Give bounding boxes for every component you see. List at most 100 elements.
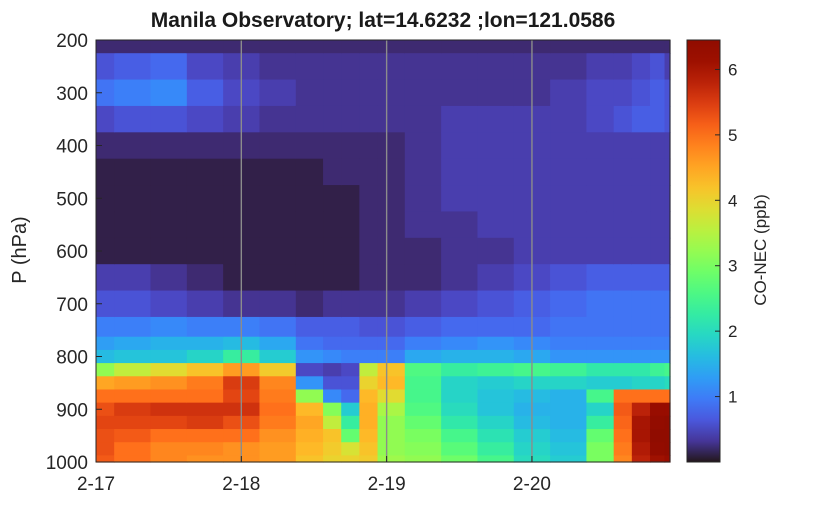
heatmap-cell bbox=[613, 415, 633, 430]
heatmap-cell bbox=[477, 290, 515, 318]
heatmap-cell bbox=[377, 389, 406, 404]
heatmap-cell bbox=[295, 455, 324, 463]
heatmap-cell bbox=[377, 211, 406, 239]
heatmap-cell bbox=[613, 349, 633, 364]
heatmap-cell bbox=[404, 442, 442, 457]
heatmap-cell bbox=[441, 53, 479, 81]
heatmap-cell bbox=[323, 376, 342, 391]
heatmap-cell bbox=[650, 376, 666, 391]
heatmap-cell bbox=[114, 53, 152, 81]
heatmap-cell bbox=[341, 40, 360, 54]
heatmap-cell bbox=[441, 290, 479, 318]
heatmap-cell bbox=[586, 455, 615, 463]
heatmap-cell bbox=[114, 376, 152, 391]
heatmap-cell bbox=[341, 316, 360, 338]
heatmap-cell bbox=[631, 415, 651, 430]
colorbar-tick-label: 2 bbox=[728, 322, 737, 341]
heatmap-cell bbox=[613, 264, 633, 292]
heatmap-cell bbox=[613, 389, 633, 404]
heatmap-cell bbox=[150, 389, 188, 404]
heatmap-cell bbox=[631, 290, 651, 318]
heatmap-cell bbox=[359, 132, 379, 160]
heatmap-cell bbox=[550, 290, 588, 318]
heatmap-cell bbox=[664, 376, 671, 391]
heatmap-cell bbox=[341, 185, 360, 213]
heatmap-cell bbox=[295, 264, 324, 292]
heatmap-cell bbox=[664, 349, 671, 364]
heatmap-cell bbox=[114, 455, 152, 463]
heatmap-cell bbox=[441, 158, 479, 186]
heatmap-cell bbox=[377, 316, 406, 338]
heatmap-cell bbox=[631, 316, 651, 338]
heatmap-cell bbox=[323, 264, 342, 292]
heatmap-cell bbox=[550, 455, 588, 463]
heatmap-cell bbox=[259, 442, 297, 457]
heatmap-cell bbox=[441, 402, 479, 417]
heatmap-cell bbox=[550, 264, 588, 292]
heatmap-cell bbox=[631, 455, 651, 463]
heatmap-cell bbox=[323, 415, 342, 430]
heatmap-cell bbox=[323, 290, 342, 318]
heatmap-cell bbox=[586, 53, 615, 81]
heatmap-cell bbox=[341, 105, 360, 133]
heatmap-cell bbox=[613, 442, 633, 457]
heatmap-cell bbox=[150, 402, 188, 417]
heatmap-cell bbox=[323, 363, 342, 377]
heatmap-cell bbox=[650, 389, 666, 404]
heatmap-cell bbox=[259, 185, 297, 213]
y-axis: 200 300 400 500 600 700 800 900 1000 bbox=[46, 31, 102, 474]
heatmap-cell bbox=[550, 376, 588, 391]
heatmap-cell bbox=[377, 415, 406, 430]
heatmap-cell bbox=[186, 211, 224, 239]
heatmap-cell bbox=[341, 290, 360, 318]
heatmap-cell bbox=[96, 132, 115, 160]
heatmap-cell bbox=[377, 158, 406, 186]
y-tick-label: 900 bbox=[56, 400, 88, 421]
heatmap-cell bbox=[359, 402, 379, 417]
heatmap-cell bbox=[341, 349, 360, 364]
heatmap-cell bbox=[631, 132, 651, 160]
heatmap-cell bbox=[650, 53, 666, 81]
heatmap-cell bbox=[186, 132, 224, 160]
y-tick-label: 600 bbox=[56, 242, 88, 263]
heatmap-cell bbox=[550, 40, 588, 54]
heatmap-cell bbox=[150, 442, 188, 457]
heatmap-cell bbox=[341, 415, 360, 430]
heatmap-cell bbox=[664, 290, 671, 318]
heatmap-cell bbox=[341, 264, 360, 292]
heatmap-cell bbox=[295, 53, 324, 81]
heatmap-cell bbox=[323, 211, 342, 239]
heatmap-cell bbox=[404, 264, 442, 292]
heatmap-cell bbox=[96, 185, 115, 213]
heatmap-cell bbox=[150, 237, 188, 265]
heatmap-cell bbox=[114, 211, 152, 239]
heatmap-cell bbox=[150, 79, 188, 107]
heatmap-cell bbox=[323, 185, 342, 213]
heatmap-cell bbox=[550, 415, 588, 430]
heatmap-cell bbox=[114, 429, 152, 443]
heatmap-cell bbox=[586, 132, 615, 160]
heatmap-cell bbox=[150, 415, 188, 430]
heatmap-cell bbox=[377, 237, 406, 265]
heatmap-cell bbox=[341, 389, 360, 404]
heatmap-cell bbox=[114, 402, 152, 417]
heatmap-cell bbox=[359, 53, 379, 81]
heatmap-cell bbox=[477, 316, 515, 338]
heatmap-cell bbox=[613, 336, 633, 351]
heatmap-cell bbox=[341, 363, 360, 377]
heatmap-cell bbox=[477, 376, 515, 391]
heatmap-cell bbox=[150, 316, 188, 338]
heatmap-cell bbox=[323, 455, 342, 463]
heatmap-cell bbox=[404, 349, 442, 364]
heatmap bbox=[96, 40, 671, 463]
heatmap-cell bbox=[550, 237, 588, 265]
heatmap-cell bbox=[613, 40, 633, 54]
y-tick-label: 300 bbox=[56, 84, 88, 105]
heatmap-cell bbox=[404, 79, 442, 107]
heatmap-cell bbox=[295, 158, 324, 186]
heatmap-cell bbox=[114, 336, 152, 351]
colorbar: 1 2 3 4 5 6 bbox=[686, 39, 737, 463]
heatmap-cell bbox=[295, 105, 324, 133]
colorbar-tick-label: 6 bbox=[728, 60, 737, 79]
